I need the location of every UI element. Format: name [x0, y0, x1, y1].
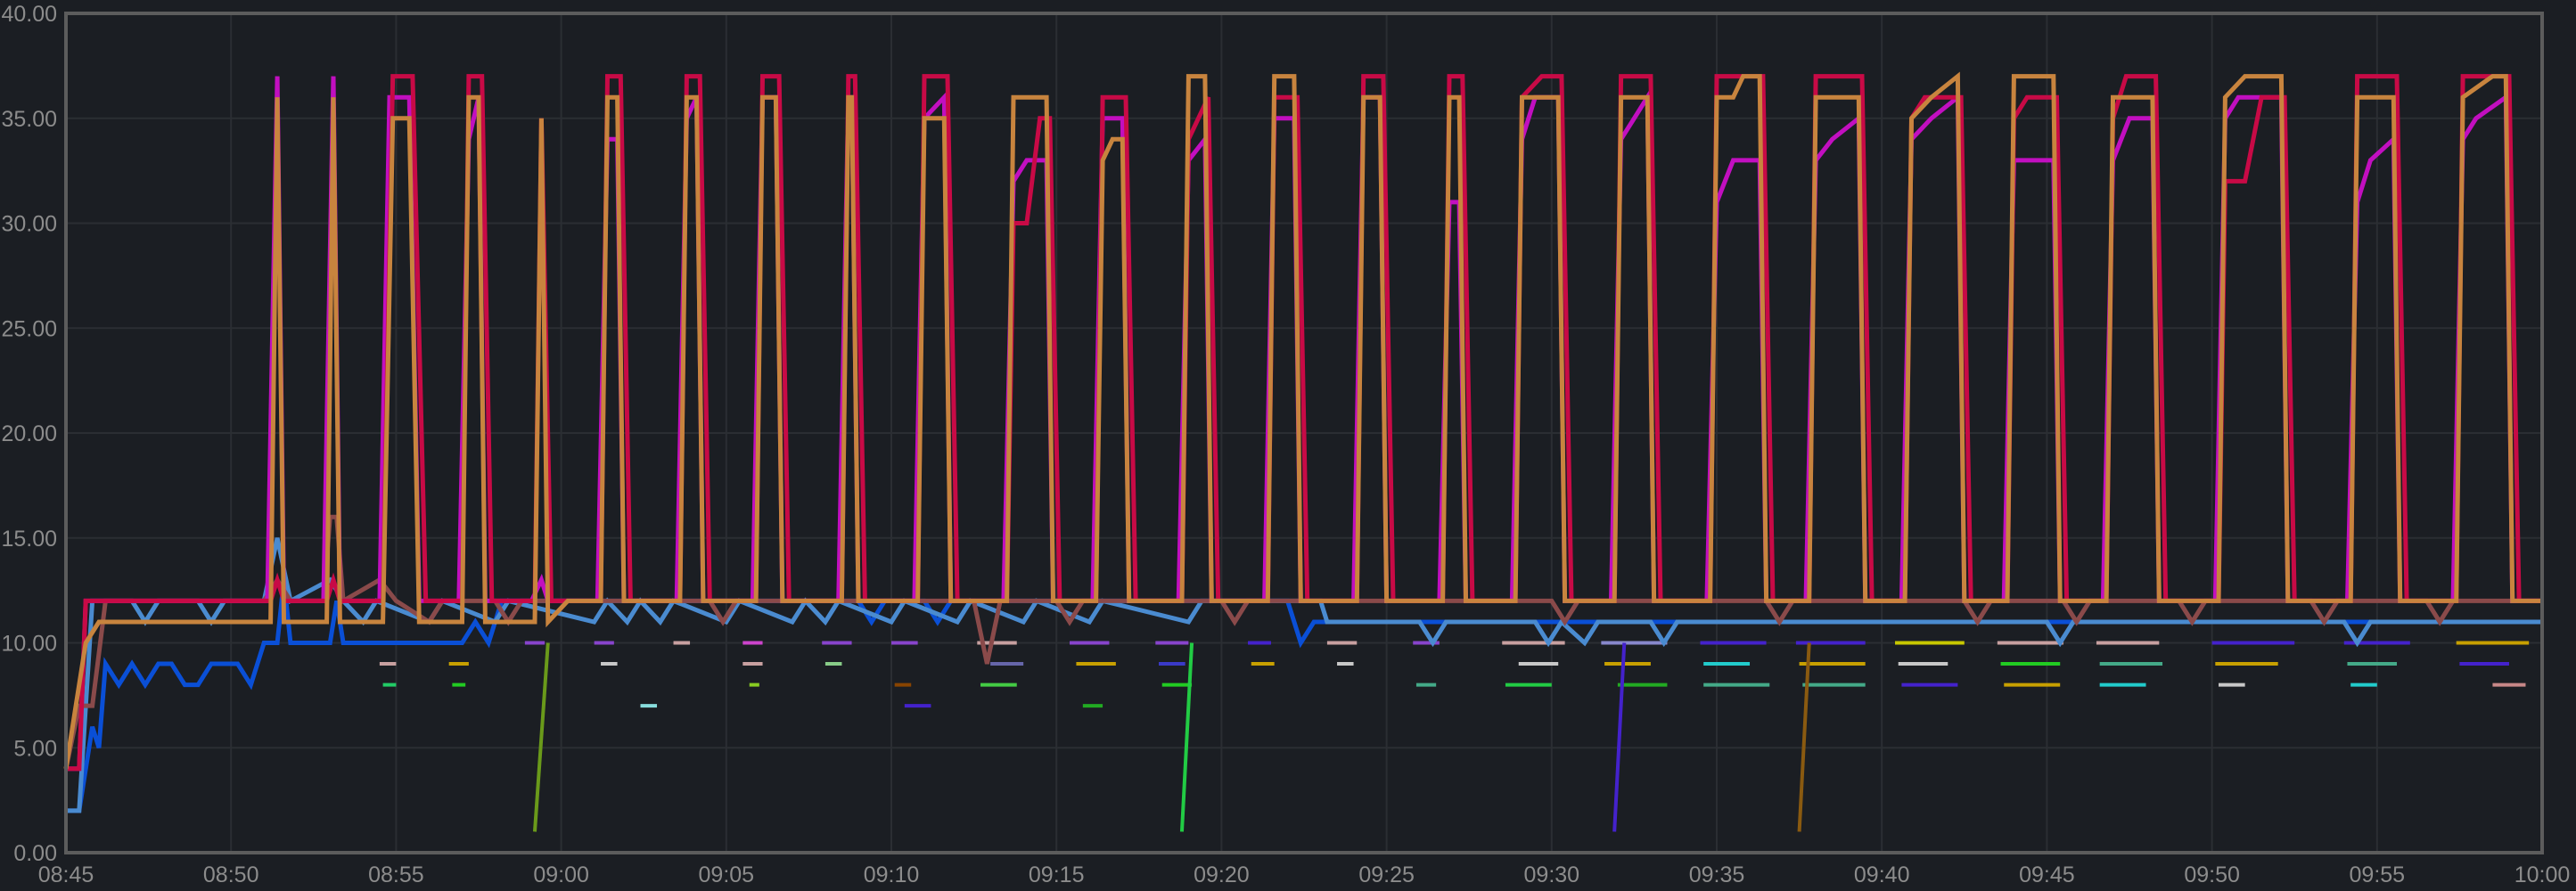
plot-frame — [64, 12, 2544, 854]
x-tick-label: 09:10 — [864, 862, 920, 887]
riser-line — [1179, 642, 1194, 832]
x-axis-labels: 08:45 08:50 08:55 09:00 09:05 09:10 09:15 09:20… — [38, 862, 2571, 887]
x-tick-label: 09:35 — [1689, 862, 1745, 887]
riser-line — [1612, 642, 1627, 832]
y-tick-label: 10.00 — [1, 632, 57, 657]
y-tick-label: 25.00 — [1, 316, 57, 341]
series-line-2 — [63, 514, 2542, 770]
y-tick-label: 15.00 — [1, 527, 57, 552]
series-line-4 — [66, 74, 2542, 772]
y-tick-label: 0.00 — [13, 841, 57, 866]
y-tick-label: 30.00 — [1, 212, 57, 237]
x-tick-label: 10:00 — [2514, 862, 2571, 887]
series-line-1 — [66, 537, 2542, 813]
x-tick-label: 09:50 — [2184, 862, 2240, 887]
y-tick-label: 40.00 — [1, 2, 57, 27]
y-tick-label: 35.00 — [1, 107, 57, 132]
x-tick-label: 09:05 — [699, 862, 755, 887]
riser-line — [532, 642, 550, 832]
riser-line — [1797, 642, 1811, 832]
y-tick-label: 5.00 — [13, 736, 57, 761]
x-tick-label: 09:20 — [1194, 862, 1250, 887]
x-tick-label: 08:55 — [368, 862, 424, 887]
x-tick-label: 08:50 — [203, 862, 259, 887]
series-line-5 — [63, 71, 2542, 770]
x-tick-label: 09:55 — [2350, 862, 2406, 887]
x-tick-label: 09:40 — [1854, 862, 1910, 887]
y-axis-labels: 0.00 5.00 10.00 15.00 20.00 25.00 30.00 35.00 40… — [1, 2, 57, 866]
plot-area — [63, 71, 2542, 832]
x-tick-label: 09:00 — [533, 862, 589, 887]
x-tick-label: 09:30 — [1524, 862, 1580, 887]
series-line-0 — [66, 579, 2542, 813]
y-tick-label: 20.00 — [1, 421, 57, 446]
x-tick-label: 09:45 — [2019, 862, 2075, 887]
x-tick-label: 09:15 — [1029, 862, 1085, 887]
x-tick-label: 09:25 — [1358, 862, 1415, 887]
x-tick-label: 08:45 — [38, 862, 94, 887]
